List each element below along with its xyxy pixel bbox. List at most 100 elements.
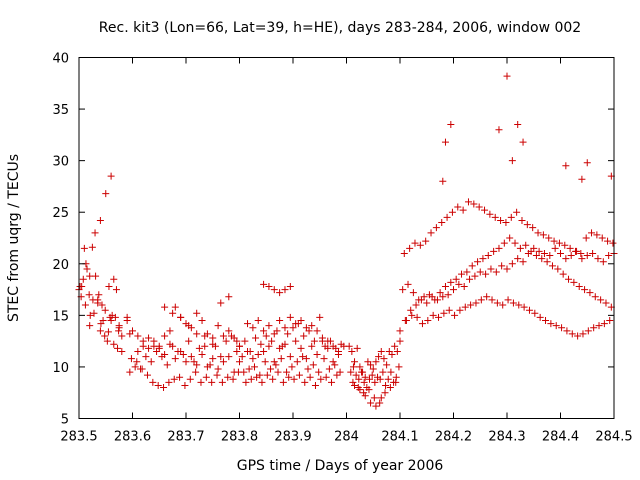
- data-point: [386, 384, 394, 392]
- data-point: [115, 327, 123, 335]
- data-point: [171, 355, 179, 363]
- data-point: [464, 198, 472, 206]
- data-point: [102, 190, 110, 198]
- data-point: [440, 309, 448, 317]
- data-point: [238, 353, 246, 361]
- data-point: [227, 332, 235, 340]
- x-tick-label: 284.2: [435, 430, 472, 445]
- data-point: [575, 282, 583, 290]
- data-point: [118, 347, 126, 355]
- data-point: [422, 237, 430, 245]
- data-point: [352, 371, 360, 379]
- data-point: [416, 241, 424, 249]
- data-point: [467, 301, 475, 309]
- data-point: [495, 126, 503, 134]
- data-point: [543, 258, 551, 266]
- data-point: [367, 361, 375, 369]
- data-point: [351, 381, 359, 389]
- data-point: [577, 249, 585, 257]
- data-point: [107, 317, 115, 325]
- data-point: [233, 337, 241, 345]
- data-point: [372, 402, 380, 410]
- data-point: [411, 239, 419, 247]
- x-tick-label: 284: [334, 430, 359, 445]
- data-point: [568, 330, 576, 338]
- data-point: [455, 280, 463, 288]
- data-point: [299, 353, 307, 361]
- data-point: [161, 303, 169, 311]
- data-point: [367, 399, 375, 407]
- data-point: [292, 320, 300, 328]
- data-point: [193, 330, 201, 338]
- data-point: [349, 378, 357, 386]
- y-tick-label: 5: [61, 413, 69, 428]
- data-point: [392, 373, 400, 381]
- data-point: [382, 381, 390, 389]
- data-point: [161, 332, 169, 340]
- data-point: [88, 243, 96, 251]
- data-point: [322, 373, 330, 381]
- data-point: [497, 216, 505, 224]
- data-point: [170, 375, 178, 383]
- data-point: [590, 324, 598, 332]
- data-point: [472, 299, 480, 307]
- data-point: [244, 320, 252, 328]
- data-point: [523, 221, 531, 229]
- data-point: [450, 286, 457, 294]
- data-point: [488, 296, 496, 304]
- data-point: [460, 282, 468, 290]
- data-point: [506, 234, 514, 242]
- data-point: [399, 286, 407, 294]
- data-point: [377, 394, 385, 402]
- data-point: [160, 384, 168, 392]
- data-point: [558, 324, 566, 332]
- data-point: [396, 337, 404, 345]
- y-tick-label: 35: [52, 103, 69, 118]
- data-point: [395, 363, 403, 371]
- data-point: [155, 342, 163, 350]
- data-point: [253, 373, 261, 381]
- data-point: [508, 157, 516, 165]
- data-point: [578, 255, 586, 263]
- data-point: [463, 268, 471, 276]
- data-point: [106, 313, 114, 321]
- data-point: [532, 252, 540, 260]
- data-point: [145, 334, 153, 342]
- x-tick-label: 283.5: [60, 430, 97, 445]
- data-point: [445, 306, 453, 314]
- data-point: [169, 342, 177, 350]
- data-point: [260, 280, 268, 288]
- data-point: [304, 365, 312, 373]
- data-point: [606, 317, 614, 325]
- data-point: [586, 289, 594, 297]
- data-point: [451, 311, 459, 319]
- data-point: [534, 229, 542, 237]
- data-point: [145, 344, 153, 352]
- data-point: [566, 244, 574, 252]
- x-axis-label: GPS time / Days of year 2006: [237, 458, 444, 474]
- data-point: [171, 303, 179, 311]
- data-point: [285, 373, 293, 381]
- x-tick-label: 283.8: [221, 430, 258, 445]
- data-point: [348, 347, 356, 355]
- data-point: [502, 219, 510, 227]
- data-point: [295, 371, 303, 379]
- data-point: [260, 327, 268, 335]
- data-point: [444, 291, 452, 299]
- data-point: [260, 347, 268, 355]
- data-point: [594, 255, 602, 263]
- data-point: [219, 332, 227, 340]
- data-point: [360, 389, 368, 397]
- data-point: [114, 344, 122, 352]
- data-point: [427, 229, 435, 237]
- data-point: [169, 309, 177, 317]
- data-point: [409, 289, 417, 297]
- data-point: [345, 342, 353, 350]
- data-point: [286, 313, 294, 321]
- data-point: [477, 296, 485, 304]
- data-point: [263, 371, 271, 379]
- data-point: [570, 278, 578, 286]
- data-point: [301, 378, 309, 386]
- data-point: [101, 332, 109, 340]
- data-point: [357, 368, 365, 376]
